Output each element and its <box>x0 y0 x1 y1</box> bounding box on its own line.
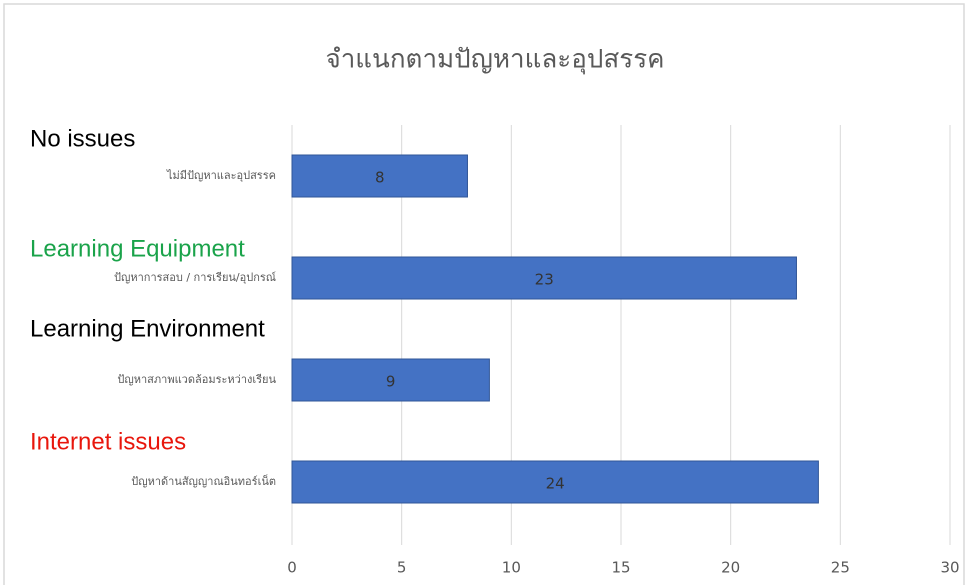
x-tick-label: 20 <box>721 559 740 577</box>
x-tick-label: 10 <box>502 559 521 577</box>
data-label: 24 <box>546 475 565 493</box>
x-tick-label: 30 <box>940 559 959 577</box>
data-label: 9 <box>386 373 396 391</box>
annotation: Learning Equipment <box>30 235 245 262</box>
annotation: Learning Environment <box>30 315 265 342</box>
bar <box>291 256 797 300</box>
bar <box>291 358 490 402</box>
annotation: Internet issues <box>30 428 186 455</box>
data-label: 8 <box>375 169 385 187</box>
bar <box>291 154 468 198</box>
y-tick-label: ปัญหาด้านสัญญาณอินทอร์เน็ต <box>131 474 276 488</box>
y-tick-label: ไม่มีปัญหาและอุปสรรค <box>166 169 276 182</box>
x-tick-label: 0 <box>287 559 297 577</box>
bar <box>291 460 819 504</box>
chart-title: จำแนกตามปัญหาและอุปสรรค <box>325 45 664 75</box>
annotation: No issues <box>30 125 135 152</box>
x-tick-label: 5 <box>397 559 407 577</box>
x-tick-label: 15 <box>611 559 630 577</box>
y-tick-label: ปัญหาสภาพแวดล้อมระหว่างเรียน <box>117 373 276 386</box>
data-label: 23 <box>535 271 554 289</box>
x-tick-label: 25 <box>831 559 850 577</box>
y-tick-label: ปัญหาการสอบ / การเรียน/อุปกรณ์ <box>114 271 276 284</box>
